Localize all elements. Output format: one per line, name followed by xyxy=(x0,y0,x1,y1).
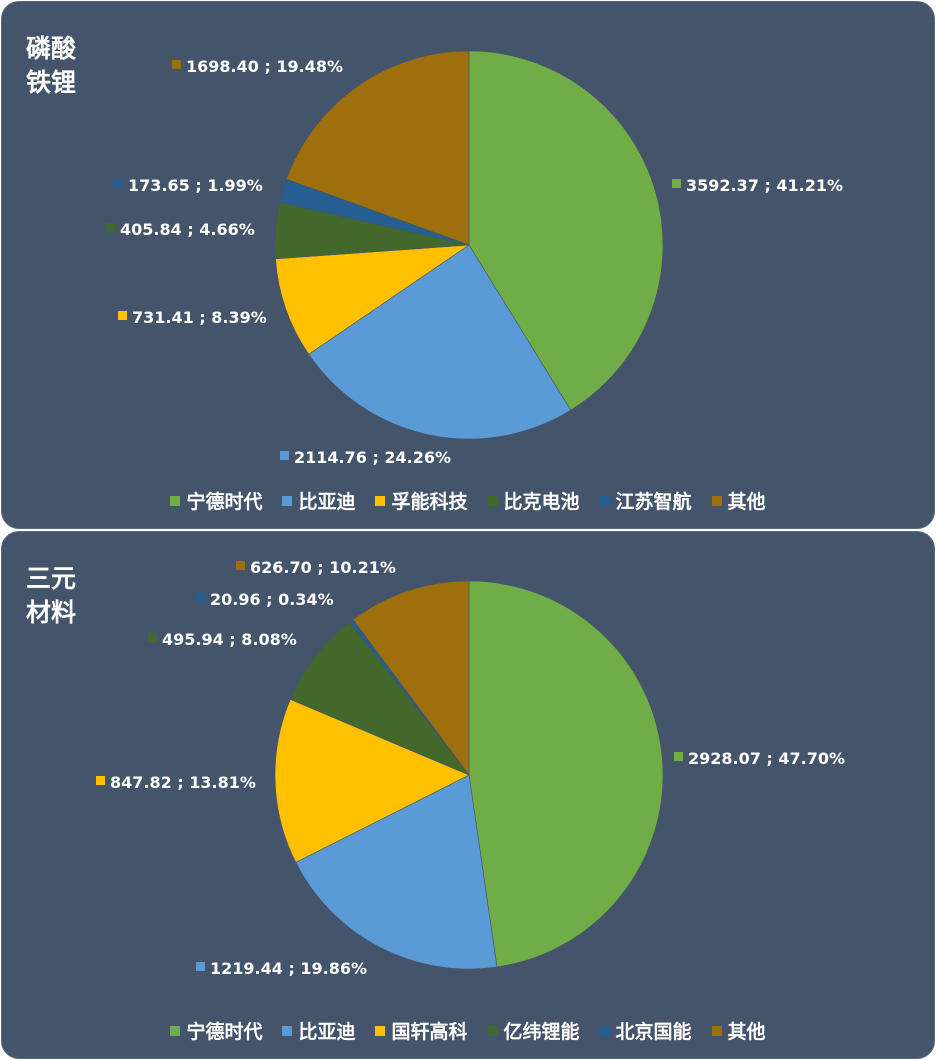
legend-swatch xyxy=(375,495,386,506)
legend-swatch xyxy=(487,1025,498,1036)
pie-slices xyxy=(274,580,664,970)
legend-item: 比克电池 xyxy=(487,487,580,514)
legend-swatch xyxy=(487,495,498,506)
chart-legend: 宁德时代 比亚迪 国轩高科 亿纬锂能 北京国能 其他 xyxy=(2,1017,934,1044)
data-label: 1219.44 ; 19.86% xyxy=(210,959,367,978)
legend-label: 比亚迪 xyxy=(298,1021,356,1043)
legend-label: 北京国能 xyxy=(615,1021,692,1043)
data-label-swatch xyxy=(106,223,115,232)
data-label-swatch xyxy=(172,60,181,69)
pie-slice-2 xyxy=(295,774,498,970)
legend-label: 比亚迪 xyxy=(298,491,356,513)
pie-slice-4 xyxy=(289,621,470,776)
legend-item: 亿纬锂能 xyxy=(487,1017,580,1044)
legend-label: 宁德时代 xyxy=(186,491,263,513)
data-label: 173.65 ; 1.99% xyxy=(128,176,263,195)
data-label-swatch xyxy=(674,752,683,761)
pie-chart-ncm: 2928.07 ; 47.70% 1219.44 ; 19.86% 847.82 ;… xyxy=(96,558,845,978)
pie-slice-3 xyxy=(275,244,471,355)
data-label: 847.82 ; 13.81% xyxy=(110,773,256,792)
legend-label: 江苏智航 xyxy=(615,491,692,513)
data-label: 2114.76 ; 24.26% xyxy=(294,448,451,467)
legend-label: 其他 xyxy=(727,491,766,513)
data-label: 731.41 ; 8.39% xyxy=(132,308,267,327)
data-label-swatch xyxy=(280,451,289,460)
data-label-swatch xyxy=(96,776,105,785)
data-label-swatch xyxy=(118,311,127,320)
legend-item: 孚能科技 xyxy=(375,487,468,514)
data-label-swatch xyxy=(114,179,123,188)
legend-swatch xyxy=(170,1025,181,1036)
legend-swatch xyxy=(711,1025,722,1036)
data-label-swatch xyxy=(148,633,157,642)
legend-swatch xyxy=(711,495,722,506)
chart-panel-lfp: 磷酸铁锂 3592.37 ; 41.21% 2114.76 ; 24.26% 731… xyxy=(1,1,935,529)
data-label: 626.70 ; 10.21% xyxy=(250,558,396,577)
pie-slice-3 xyxy=(274,699,470,863)
legend-item: 江苏智航 xyxy=(599,487,692,514)
legend-item: 北京国能 xyxy=(599,1017,692,1044)
legend-swatch xyxy=(599,495,610,506)
legend-item: 比亚迪 xyxy=(282,487,355,514)
legend-label: 宁德时代 xyxy=(186,1021,263,1043)
data-label-swatch xyxy=(196,962,205,971)
data-label: 495.94 ; 8.08% xyxy=(162,630,297,649)
legend-item: 其他 xyxy=(711,1017,766,1044)
data-label: 405.84 ; 4.66% xyxy=(120,220,255,239)
legend-label: 国轩高科 xyxy=(391,1021,468,1043)
data-label: 1698.40 ; 19.48% xyxy=(186,57,343,76)
data-label-swatch xyxy=(672,179,681,188)
legend-swatch xyxy=(282,495,293,506)
pie-slice-1 xyxy=(468,580,664,968)
legend-swatch xyxy=(170,495,181,506)
legend-item: 国轩高科 xyxy=(375,1017,468,1044)
data-label: 3592.37 ; 41.21% xyxy=(686,176,843,195)
pie-slices xyxy=(274,50,664,440)
pie-slice-6 xyxy=(286,50,470,246)
legend-label: 亿纬锂能 xyxy=(503,1021,580,1043)
legend-label: 孚能科技 xyxy=(391,491,468,513)
legend-label: 比克电池 xyxy=(503,491,580,513)
data-label-swatch xyxy=(236,561,245,570)
legend-item: 比亚迪 xyxy=(282,1017,355,1044)
data-label-swatch xyxy=(196,593,205,602)
legend-swatch xyxy=(375,1025,386,1036)
legend-item: 宁德时代 xyxy=(170,487,262,514)
legend-label: 其他 xyxy=(727,1021,766,1043)
pie-chart-lfp: 3592.37 ; 41.21% 2114.76 ; 24.26% 731.41 ;… xyxy=(106,50,843,467)
legend-swatch xyxy=(599,1025,610,1036)
chart-title: 三元材料 xyxy=(26,564,77,627)
data-label: 20.96 ; 0.34% xyxy=(210,590,334,609)
pie-slice-1 xyxy=(468,50,664,411)
chart-title: 磷酸铁锂 xyxy=(26,34,77,97)
pie-slice-6 xyxy=(352,580,470,776)
chart-legend: 宁德时代 比亚迪 孚能科技 比克电池 江苏智航 其他 xyxy=(2,487,934,514)
legend-item: 其他 xyxy=(711,487,766,514)
chart-panel-ncm: 三元材料 2928.07 ; 47.70% 1219.44 ; 19.86% 847… xyxy=(1,531,935,1059)
data-label: 2928.07 ; 47.70% xyxy=(688,749,845,768)
legend-swatch xyxy=(282,1025,293,1036)
pie-slice-2 xyxy=(308,244,572,440)
legend-item: 宁德时代 xyxy=(170,1017,262,1044)
